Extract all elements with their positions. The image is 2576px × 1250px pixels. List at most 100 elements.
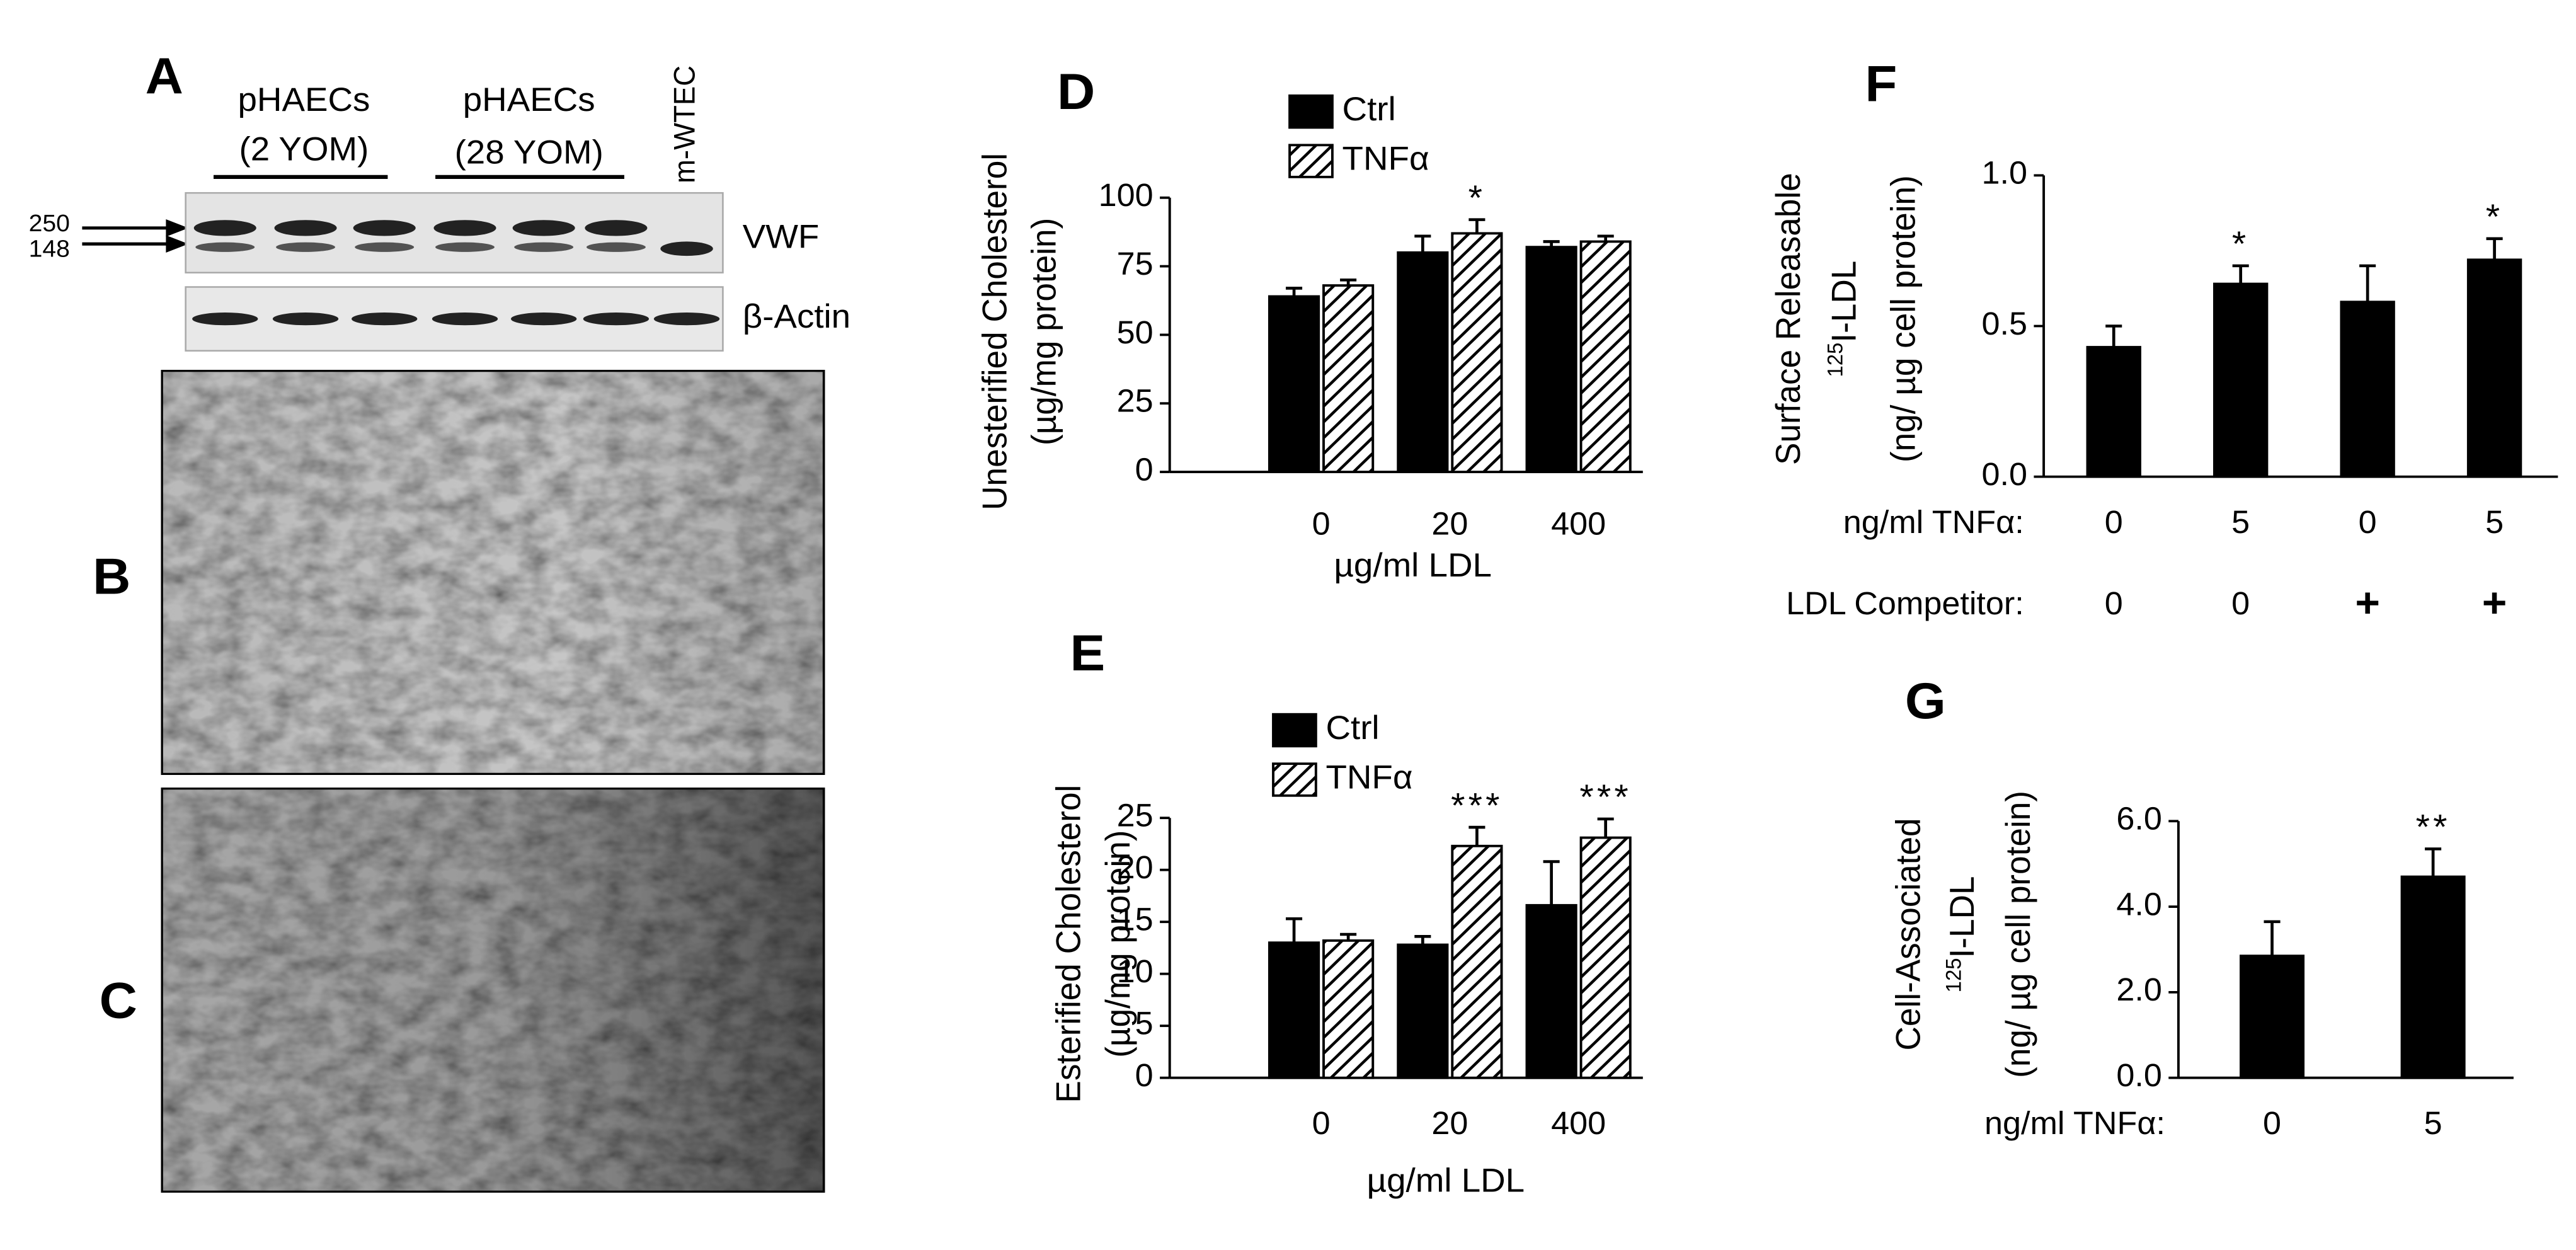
panel-letter: F — [1865, 56, 1897, 113]
legend-label: Ctrl — [1342, 91, 1396, 128]
y-tick-label: 0.5 — [1982, 306, 2027, 341]
y-axis-label: 125I-LDL — [1942, 876, 1982, 993]
significance: * — [2486, 197, 2504, 236]
x-row-label: ng/ml TNFα: — [1843, 504, 2024, 540]
y-tick-label: 1.0 — [1982, 154, 2027, 190]
band — [660, 241, 713, 256]
bar — [2340, 301, 2395, 478]
x-tick-label: + — [2482, 580, 2507, 626]
y-tick-label: 5 — [1135, 1005, 1153, 1041]
bar — [1322, 939, 1375, 1079]
band — [195, 242, 255, 252]
error-bar — [1286, 287, 1303, 297]
error-bar — [2425, 847, 2442, 877]
y-tick-label: 20 — [1117, 849, 1153, 885]
x-tick-label: 400 — [1551, 505, 1606, 541]
superscript: 125 — [1942, 958, 1966, 992]
legend-label: Ctrl — [1325, 709, 1379, 747]
y-tick-label: 2.0 — [2116, 972, 2161, 1007]
error-bar — [2232, 264, 2249, 284]
y-tick-label: 15 — [1117, 901, 1153, 937]
error-bar — [1597, 817, 1614, 838]
band — [274, 220, 337, 236]
error-bar — [2264, 920, 2281, 956]
micrograph — [159, 785, 827, 1195]
band — [583, 312, 650, 326]
significance: ** — [2416, 808, 2451, 847]
x-axis-label: µg/ml LDL — [1334, 547, 1492, 584]
x-tick-label: 5 — [2424, 1105, 2442, 1141]
marker-label: 250 — [29, 210, 70, 236]
error-bar — [1414, 935, 1431, 945]
error-bar — [1468, 218, 1485, 234]
error-bar — [1468, 825, 1485, 846]
marker-arrows — [82, 219, 189, 253]
band — [276, 242, 335, 252]
group-label: pHAECs — [463, 81, 595, 118]
significance: * — [2232, 224, 2250, 263]
bar — [1322, 284, 1375, 473]
y-tick-label: 100 — [1099, 177, 1153, 213]
panel-a: A pHAECs (2 YOM) pHAECs (28 YOM) m-WTEC … — [29, 48, 850, 352]
panel-letter: G — [1905, 673, 1946, 730]
band — [586, 242, 646, 252]
bar — [1397, 251, 1449, 473]
y-tick-label: 4.0 — [2116, 886, 2161, 922]
bar — [1451, 232, 1503, 473]
y-tick-label: 75 — [1117, 246, 1153, 282]
x-tick-label: 400 — [1551, 1105, 1606, 1141]
significance: *** — [1451, 786, 1503, 825]
y-axis-label: (µg/mg protein) — [1099, 830, 1137, 1057]
error-bar — [1543, 860, 1560, 905]
legend-label: TNFα — [1325, 759, 1412, 796]
error-bar — [1597, 234, 1614, 242]
significance: * — [1468, 178, 1486, 217]
legend-swatch — [1272, 762, 1317, 797]
x-tick-label: 5 — [2485, 504, 2504, 540]
marker-label: 148 — [29, 236, 70, 262]
band-label: β-Actin — [743, 298, 850, 335]
y-axis-label: 125I-LDL — [1824, 261, 1863, 377]
y-tick-label: 0.0 — [2116, 1057, 2161, 1093]
y-axis-label: Unesterified Cholesterol — [976, 153, 1014, 510]
x-tick-label: 0 — [1312, 505, 1331, 541]
error-bar — [1543, 240, 1560, 248]
significance: *** — [1579, 777, 1632, 817]
band-label: VWF — [743, 218, 820, 255]
bar — [1397, 943, 1449, 1079]
bar — [1268, 941, 1320, 1079]
band — [353, 220, 416, 236]
band — [435, 242, 495, 252]
band — [511, 312, 577, 326]
y-tick-label: 6.0 — [2116, 800, 2161, 836]
x-tick-label: 0 — [2263, 1105, 2281, 1141]
band — [512, 220, 575, 236]
x-tick-label: 0 — [2105, 504, 2123, 540]
error-bar — [2486, 237, 2503, 260]
x-axis-label: µg/ml LDL — [1367, 1162, 1525, 1199]
lane-label: m-WTEC — [668, 66, 701, 183]
band — [653, 312, 720, 326]
bar — [2400, 875, 2466, 1079]
group-label: pHAECs — [238, 81, 370, 118]
x-tick-label: + — [2355, 580, 2380, 626]
bar — [1579, 240, 1632, 473]
panel-letter: C — [100, 973, 137, 1029]
band — [433, 220, 496, 236]
x-tick-label: 0 — [1312, 1105, 1331, 1141]
bar — [1451, 844, 1503, 1079]
group-label: (2 YOM) — [239, 130, 369, 168]
panel-letter: D — [1057, 64, 1095, 120]
band — [272, 312, 339, 326]
y-tick-label: 0 — [1135, 1057, 1153, 1093]
band — [193, 220, 256, 236]
error-bar — [1414, 234, 1431, 253]
y-tick-label: 0 — [1135, 451, 1153, 487]
y-axis-label: Cell-Associated — [1889, 818, 1928, 1050]
group-label: (28 YOM) — [455, 134, 604, 171]
bar — [1268, 295, 1320, 473]
error-bar — [2105, 324, 2122, 347]
error-bar — [1286, 917, 1303, 943]
band — [192, 312, 258, 326]
